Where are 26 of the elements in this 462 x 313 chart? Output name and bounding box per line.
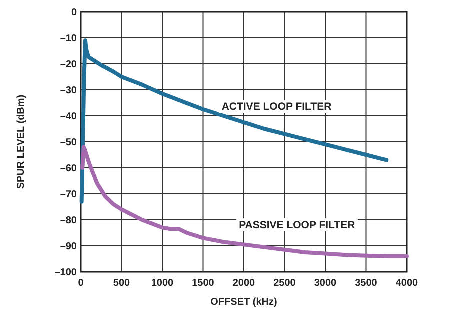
x-tick-label: 1000 bbox=[151, 278, 174, 289]
y-tick-label: –30 bbox=[60, 86, 78, 96]
y-axis-title: SPUR LEVEL (dBm) bbox=[16, 94, 27, 190]
y-tick-label: –50 bbox=[60, 138, 78, 148]
x-tick-label: 3000 bbox=[314, 278, 338, 289]
x-tick-label: 1500 bbox=[192, 278, 215, 289]
line-series bbox=[80, 145, 409, 258]
x-tick-label: 0 bbox=[78, 278, 84, 289]
x-tick-label: 3500 bbox=[355, 278, 378, 289]
y-tick-label: –40 bbox=[60, 112, 78, 122]
x-tick-label: 4000 bbox=[396, 278, 419, 289]
y-tick-label: –10 bbox=[60, 34, 78, 44]
y-tick-label: –60 bbox=[60, 164, 78, 174]
line-series bbox=[80, 38, 389, 204]
series-label: ACTIVE LOOP FILTER bbox=[222, 101, 332, 114]
x-tick-label: 2500 bbox=[274, 278, 296, 289]
y-tick-label: –70 bbox=[60, 190, 78, 200]
y-tick-label: –90 bbox=[60, 242, 78, 252]
y-tick-label: –20 bbox=[60, 60, 78, 70]
y-tick-label: –100 bbox=[54, 268, 78, 278]
series-label: PASSIVE LOOP FILTER bbox=[239, 220, 356, 232]
x-axis-title: OFFSET (kHz) bbox=[210, 297, 278, 308]
x-tick-label: 500 bbox=[113, 278, 131, 289]
x-tick-label: 2000 bbox=[232, 278, 256, 289]
y-tick-label: –80 bbox=[60, 216, 78, 226]
y-tick-label: 0 bbox=[71, 8, 78, 18]
